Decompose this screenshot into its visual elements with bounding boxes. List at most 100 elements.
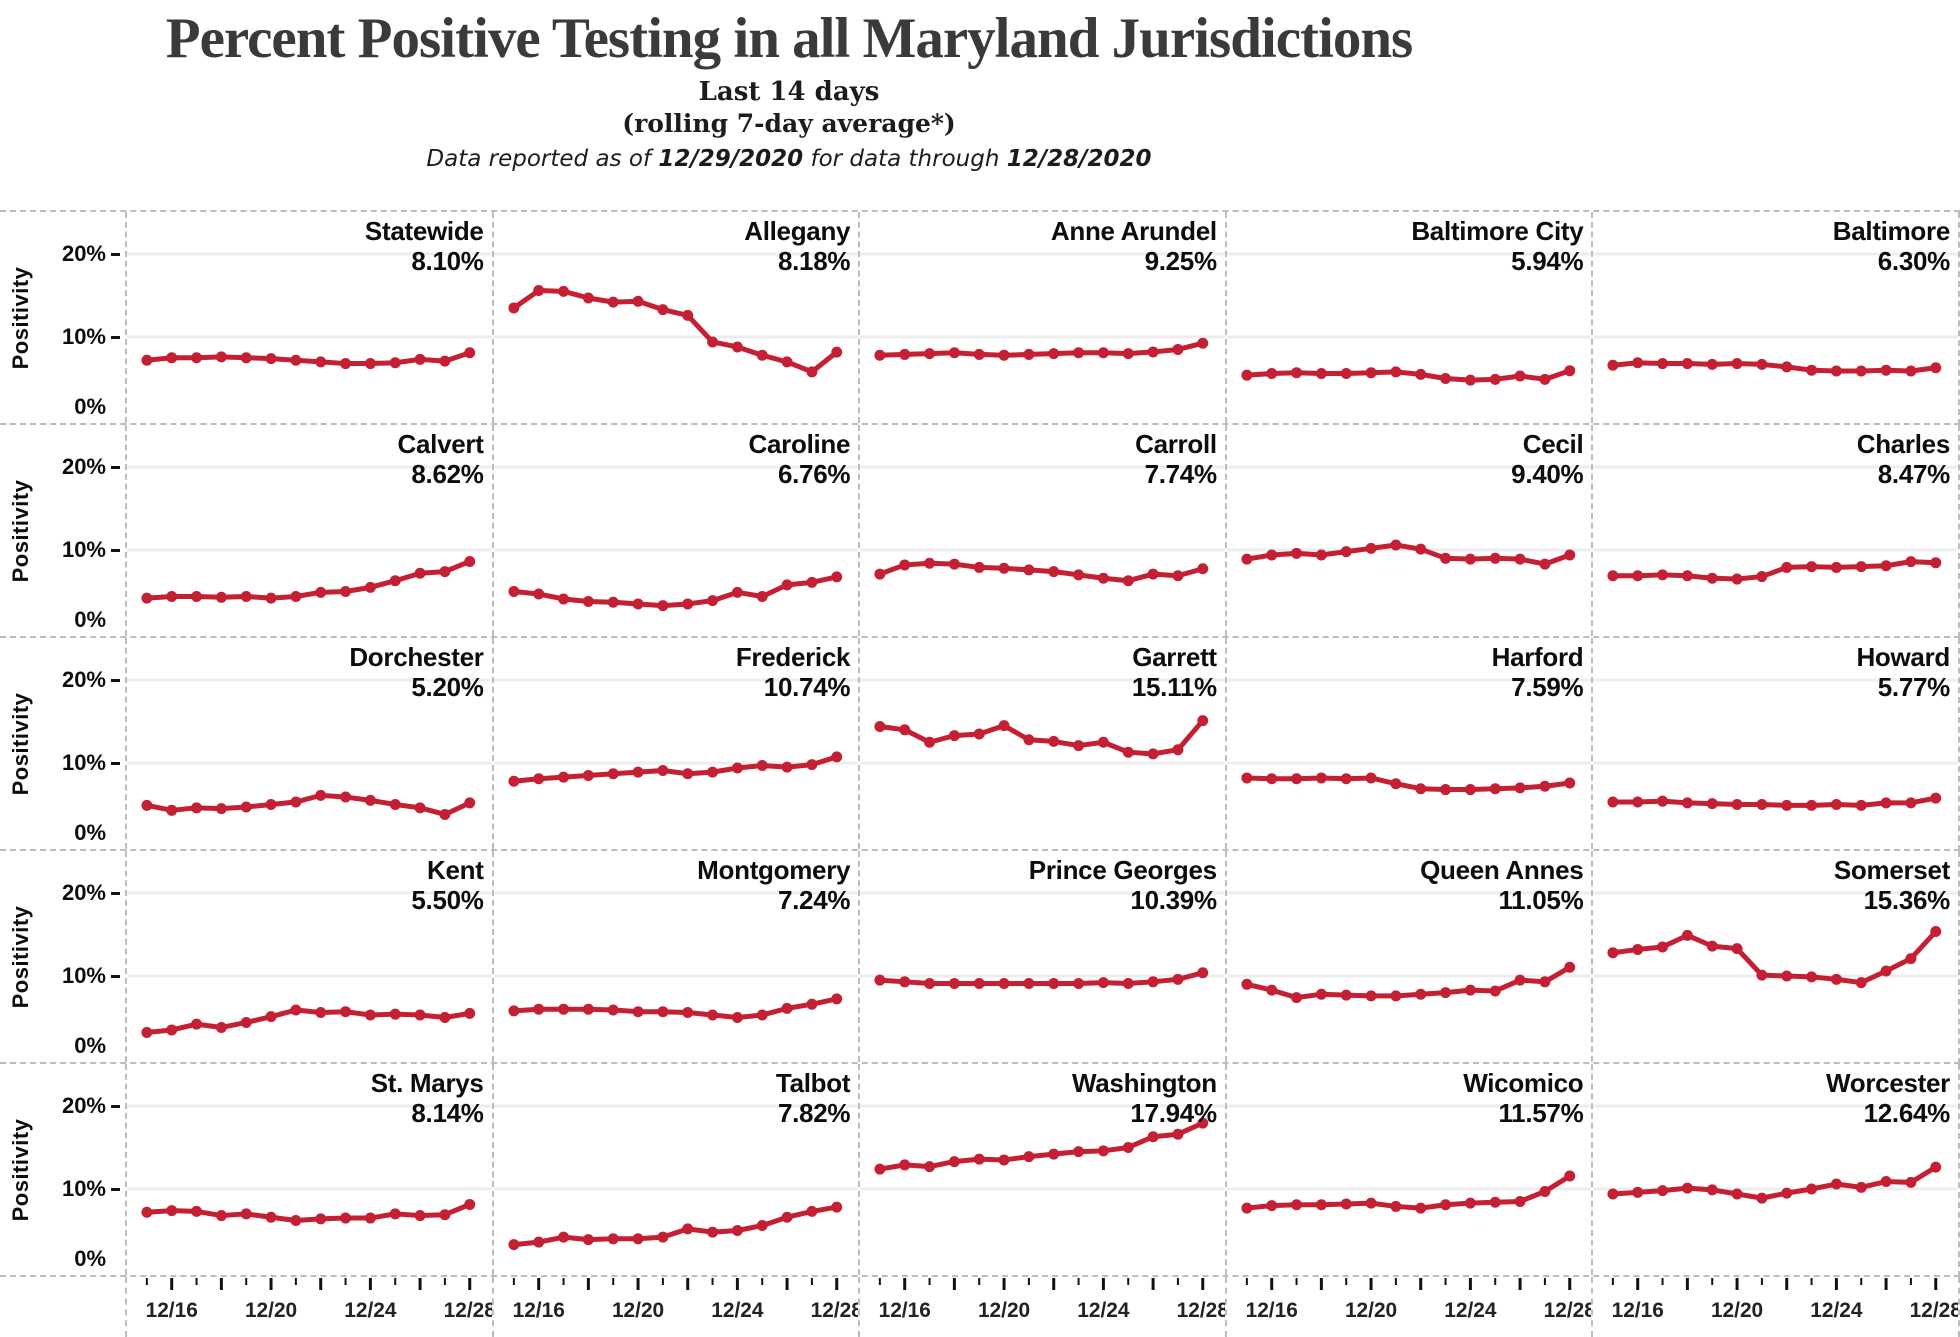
y-tick-label: 20%	[62, 879, 120, 907]
data-point	[1266, 368, 1277, 380]
data-point	[973, 977, 985, 989]
x-tick-label: 12/20	[612, 1299, 664, 1322]
data-point	[215, 803, 227, 815]
report-through-date: 12/28/2020	[1006, 146, 1152, 172]
data-point	[557, 285, 569, 297]
data-point	[1564, 549, 1575, 561]
data-point	[507, 586, 519, 597]
data-point	[924, 736, 936, 748]
y-axis-title: Positivity	[8, 479, 33, 582]
data-point	[191, 1018, 203, 1030]
data-point	[464, 1007, 476, 1019]
data-point	[141, 354, 153, 366]
data-point	[998, 720, 1010, 732]
data-point	[1731, 943, 1743, 955]
data-point	[1315, 772, 1327, 784]
report-middle: for data through	[803, 146, 1007, 172]
y-tick-label: 0%	[74, 1032, 106, 1060]
x-tick-label: 12/28	[810, 1299, 858, 1322]
x-axis-ticks: 12/16 12/20 12/24 12/28	[146, 1278, 492, 1322]
data-point	[1707, 798, 1719, 810]
panel-title: Kent 5.50%	[411, 855, 484, 915]
data-point	[1905, 556, 1917, 568]
data-point	[215, 1021, 227, 1033]
data-point	[706, 1226, 718, 1238]
data-point	[1172, 570, 1184, 582]
data-point	[1539, 976, 1551, 988]
data-point	[1881, 364, 1892, 376]
data-point	[1881, 1176, 1892, 1188]
data-point	[191, 352, 203, 364]
data-point	[166, 1205, 178, 1217]
data-point	[1806, 971, 1818, 983]
data-point	[1930, 926, 1942, 938]
latest-positivity-value: 8.47%	[1877, 459, 1951, 489]
trend-chart-frederick	[493, 678, 859, 787]
data-point	[1048, 1148, 1060, 1160]
data-point	[806, 366, 817, 378]
data-point	[1390, 778, 1402, 790]
x-tick-label: 12/28	[444, 1299, 492, 1322]
y-tick-text: 10%	[61, 1176, 106, 1201]
data-point	[1930, 557, 1942, 569]
trend-chart-baltimore	[1593, 252, 1958, 377]
data-point	[1731, 358, 1743, 370]
jurisdiction-name: Worcester	[1826, 1068, 1950, 1098]
y-tick-mark	[111, 548, 120, 552]
data-point	[1365, 367, 1377, 379]
report-date: 12/29/2020	[658, 146, 804, 172]
latest-positivity-value: 11.05%	[1498, 885, 1584, 915]
jurisdiction-name: Frederick	[735, 642, 851, 672]
chart-row-4: Positivity 20% 10% 0% Kent 5.50% Montgomery 7.2…	[0, 851, 1960, 1064]
y-tick-label: 10%	[62, 536, 120, 564]
panel-title: Frederick 10.74%	[735, 642, 851, 702]
data-point	[1856, 799, 1868, 811]
panel-dorchester: Dorchester 5.20%	[125, 638, 492, 849]
data-point	[1632, 1186, 1644, 1198]
data-point	[315, 356, 327, 368]
x-tick-label: 12/28	[1543, 1299, 1591, 1322]
data-point	[874, 568, 886, 580]
data-point	[582, 769, 594, 781]
y-tick-text: 0%	[74, 820, 106, 845]
y-tick-label: 10%	[62, 323, 120, 351]
y-tick-mark	[111, 678, 120, 682]
report-prefix: Data reported as of	[426, 146, 659, 172]
y-tick-label: 20%	[62, 1092, 120, 1120]
jurisdiction-name: Kent	[427, 855, 484, 885]
data-point	[1464, 784, 1476, 796]
latest-positivity-value: 5.94%	[1511, 246, 1584, 276]
panel-frederick: Frederick 10.74%	[491, 638, 859, 849]
x-tick-label: 12/16	[146, 1299, 198, 1322]
latest-positivity-value: 7.59%	[1511, 672, 1584, 702]
panel-title: Cecil 9.40%	[1511, 429, 1584, 489]
panel-statewide: Statewide 8.10%	[125, 212, 492, 423]
data-point	[1707, 940, 1719, 952]
panel-title: Caroline 6.76%	[749, 429, 851, 489]
data-point	[240, 1016, 252, 1028]
x-axis: 12/16 12/20 12/24 12/28	[491, 1277, 858, 1337]
latest-positivity-value: 6.30%	[1877, 246, 1951, 276]
data-point	[215, 591, 227, 603]
data-point	[1831, 799, 1843, 810]
panel-title: Queen Annes 11.05%	[1420, 855, 1584, 915]
jurisdiction-name: Baltimore	[1832, 216, 1951, 246]
data-point	[1415, 1202, 1426, 1214]
data-point	[1241, 772, 1253, 784]
data-point	[924, 977, 936, 989]
jurisdiction-name: Montgomery	[697, 855, 851, 885]
panel-title: Worcester 12.64%	[1826, 1068, 1950, 1128]
panel-worcester: Worcester 12.64%	[1591, 1064, 1958, 1275]
data-point	[1147, 1131, 1159, 1143]
data-point	[1340, 1198, 1352, 1210]
data-point	[1340, 368, 1352, 380]
data-point	[731, 341, 743, 353]
data-point	[507, 1005, 519, 1017]
data-point	[1439, 987, 1451, 999]
panel-title: St. Marys 8.14%	[371, 1068, 484, 1128]
data-point	[1657, 1185, 1669, 1197]
data-point	[657, 1231, 668, 1243]
panel-anne-arundel: Anne Arundel 9.25%	[858, 212, 1225, 423]
x-tick-label: 12/28	[1177, 1299, 1225, 1322]
data-point	[1707, 1184, 1719, 1196]
